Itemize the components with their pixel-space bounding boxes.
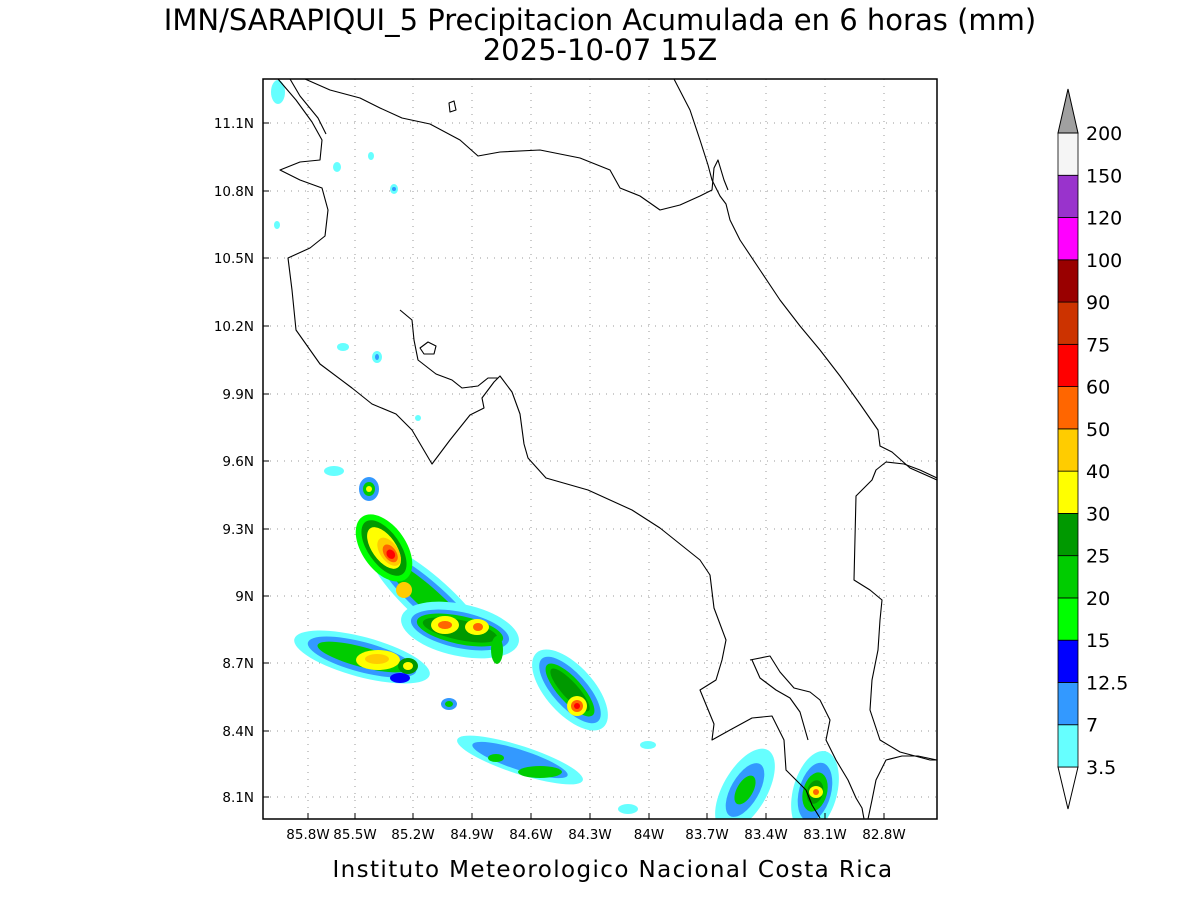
colorbar-swatch (1057, 724, 1079, 768)
colorbar-label: 100 (1086, 250, 1122, 272)
colorbar-swatch (1057, 597, 1079, 641)
colorbar-label: 7 (1086, 715, 1098, 737)
rain-cell-burica (715, 748, 775, 819)
coastlines-borders (277, 79, 937, 819)
rain-cell-core-north (355, 514, 413, 582)
colorbar-label: 20 (1086, 588, 1110, 610)
lon-tick-label: 85.8W (286, 827, 329, 843)
colorbar-swatch (1057, 470, 1079, 514)
colorbar-swatch (1057, 513, 1079, 557)
colorbar-label: 12.5 (1086, 672, 1128, 694)
lon-tick-label: 83.4W (744, 827, 787, 843)
colorbar-upper-arrow (1057, 88, 1079, 134)
lat-tick-label: 8.7N (222, 656, 254, 672)
lon-tick-label: 84.3W (568, 827, 611, 843)
colorbar-label: 40 (1086, 461, 1110, 483)
map-subtitle-date: 2025-10-07 15Z (483, 33, 718, 67)
gridlines (263, 79, 937, 819)
colorbar-label: 120 (1086, 208, 1122, 230)
lon-tick-label: 85.2W (391, 827, 434, 843)
map-title: IMN/SARAPIQUI_5 Precipitacion Acumulada … (164, 3, 1036, 37)
lon-tick-label: 84.6W (509, 827, 552, 843)
lat-tick-label: 9.9N (222, 387, 254, 403)
lon-tick-labels: 85.8W 85.5W 85.2W 84.9W 84.6W 84.3W 84W … (286, 827, 905, 843)
lat-tick-label: 8.4N (222, 724, 254, 740)
colorbar-swatch (1057, 301, 1079, 345)
colorbar-label: 30 (1086, 503, 1110, 525)
colorbar-label: 200 (1086, 123, 1122, 145)
lat-tick-label: 8.1N (222, 790, 254, 806)
colorbar-label: 150 (1086, 165, 1122, 187)
colorbar-label: 15 (1086, 630, 1110, 652)
rain-cell-small-yellow (396, 582, 412, 598)
lon-tick-label: 84W (634, 827, 665, 843)
precipitation-fields (271, 80, 839, 819)
colorbar-label: 60 (1086, 377, 1110, 399)
lon-tick-label: 84.9W (450, 827, 493, 843)
lon-tick-label: 85.5W (333, 827, 376, 843)
colorbar-swatch (1057, 555, 1079, 599)
plot-frame (262, 78, 938, 820)
lat-tick-label: 10.5N (214, 251, 254, 267)
colorbar-legend: 3.5 7 12.5 15 20 25 30 40 50 60 75 90 100 120 150 200 (1057, 88, 1128, 810)
lon-tick-label: 83.1W (803, 827, 846, 843)
colorbar-swatch (1057, 639, 1079, 683)
lat-tick-label: 10.2N (214, 319, 254, 335)
lat-tick-label: 11.1N (214, 116, 254, 132)
footer-credit: Instituto Meteorologico Nacional Costa R… (332, 857, 893, 883)
colorbar-lower-arrow (1057, 766, 1079, 810)
axis-ticks (263, 122, 885, 819)
lon-tick-label: 83.7W (685, 827, 728, 843)
colorbar-swatch (1057, 386, 1079, 430)
colorbar-swatch (1057, 132, 1079, 176)
colorbar-swatch (1057, 217, 1079, 261)
lat-tick-label: 10.8N (214, 184, 254, 200)
colorbar-label: 75 (1086, 334, 1110, 356)
lat-tick-label: 9N (235, 589, 254, 605)
lat-tick-label: 9.6N (222, 454, 254, 470)
lat-tick-labels: 11.1N 10.8N 10.5N 10.2N 9.9N 9.6N 9.3N 9… (214, 116, 254, 806)
lat-tick-label: 9.3N (222, 522, 254, 538)
colorbar-swatch (1057, 259, 1079, 303)
colorbar-swatch (1057, 343, 1079, 388)
colorbar-swatch (1057, 428, 1079, 472)
colorbar-label: 50 (1086, 419, 1110, 441)
colorbar-swatch (1057, 174, 1079, 218)
colorbar-label: 25 (1086, 546, 1110, 568)
colorbar-label: 3.5 (1086, 757, 1116, 779)
lon-tick-label: 82.8W (862, 827, 905, 843)
colorbar-swatch (1057, 682, 1079, 726)
colorbar-label: 90 (1086, 292, 1110, 314)
